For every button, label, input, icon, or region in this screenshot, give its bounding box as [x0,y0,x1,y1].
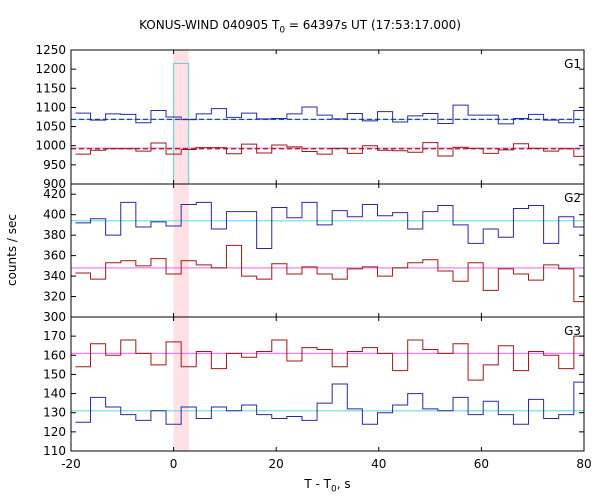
g3-y-tick-label: 170 [43,329,66,343]
x-tick-label: 40 [371,457,386,471]
g3-y-tick-label: 150 [43,367,66,381]
g3-y-tick-label: 120 [43,425,66,439]
g2-series-0-line [75,201,585,249]
g3-panel-frame [70,316,585,452]
g1-y-tick-label: 1250 [35,43,66,57]
chart-title: KONUS-WIND 040905 T0 = 64397s UT (17:53:… [139,18,461,36]
g3-y-tick-label: 110 [43,444,66,458]
panel-label-g3: G3 [564,324,581,338]
g2-panel-frame [70,183,585,318]
panel-label-g1: G1 [564,57,581,71]
g2-y-tick-label: 340 [43,269,66,283]
g2-y-tick-label: 400 [43,208,66,222]
g3-series-1-line [75,381,585,425]
x-tick-label: 20 [269,457,284,471]
g2-y-tick-label: 320 [43,290,66,304]
g2-series-1-line [75,244,585,303]
x-tick-label: 60 [474,457,489,471]
y-axis-label: counts / sec [5,213,19,287]
shaded-interval [173,50,189,451]
g3-y-tick-label: 130 [43,406,66,420]
x-tick-label: -20 [61,457,81,471]
g1-y-tick-label: 1100 [35,100,66,114]
x-tick-label: 80 [576,457,591,471]
g1-y-tick-label: 1050 [35,120,66,134]
g1-series-1-line [75,130,585,157]
g1-y-tick-label: 1200 [35,62,66,76]
panel-label-g2: G2 [564,191,581,205]
g1-panel-frame [70,49,585,185]
g1-y-tick-label: 1000 [35,139,66,153]
g2-y-tick-label: 380 [43,228,66,242]
g2-y-tick-label: 420 [43,187,66,201]
g3-series-0-line [75,335,585,381]
g1-y-tick-label: 900 [43,177,66,191]
g2-y-tick-label: 300 [43,310,66,324]
x-axis-label: T - T0, s [304,477,351,495]
g2-y-tick-label: 360 [43,249,66,263]
g3-y-tick-label: 160 [43,348,66,362]
x-tick-label: 0 [170,457,178,471]
g1-y-tick-label: 1150 [35,81,66,95]
g1-highlight-bar [173,62,190,184]
g1-y-tick-label: 950 [43,158,66,172]
g3-y-tick-label: 140 [43,387,66,401]
g1-series-0-line [75,104,585,125]
